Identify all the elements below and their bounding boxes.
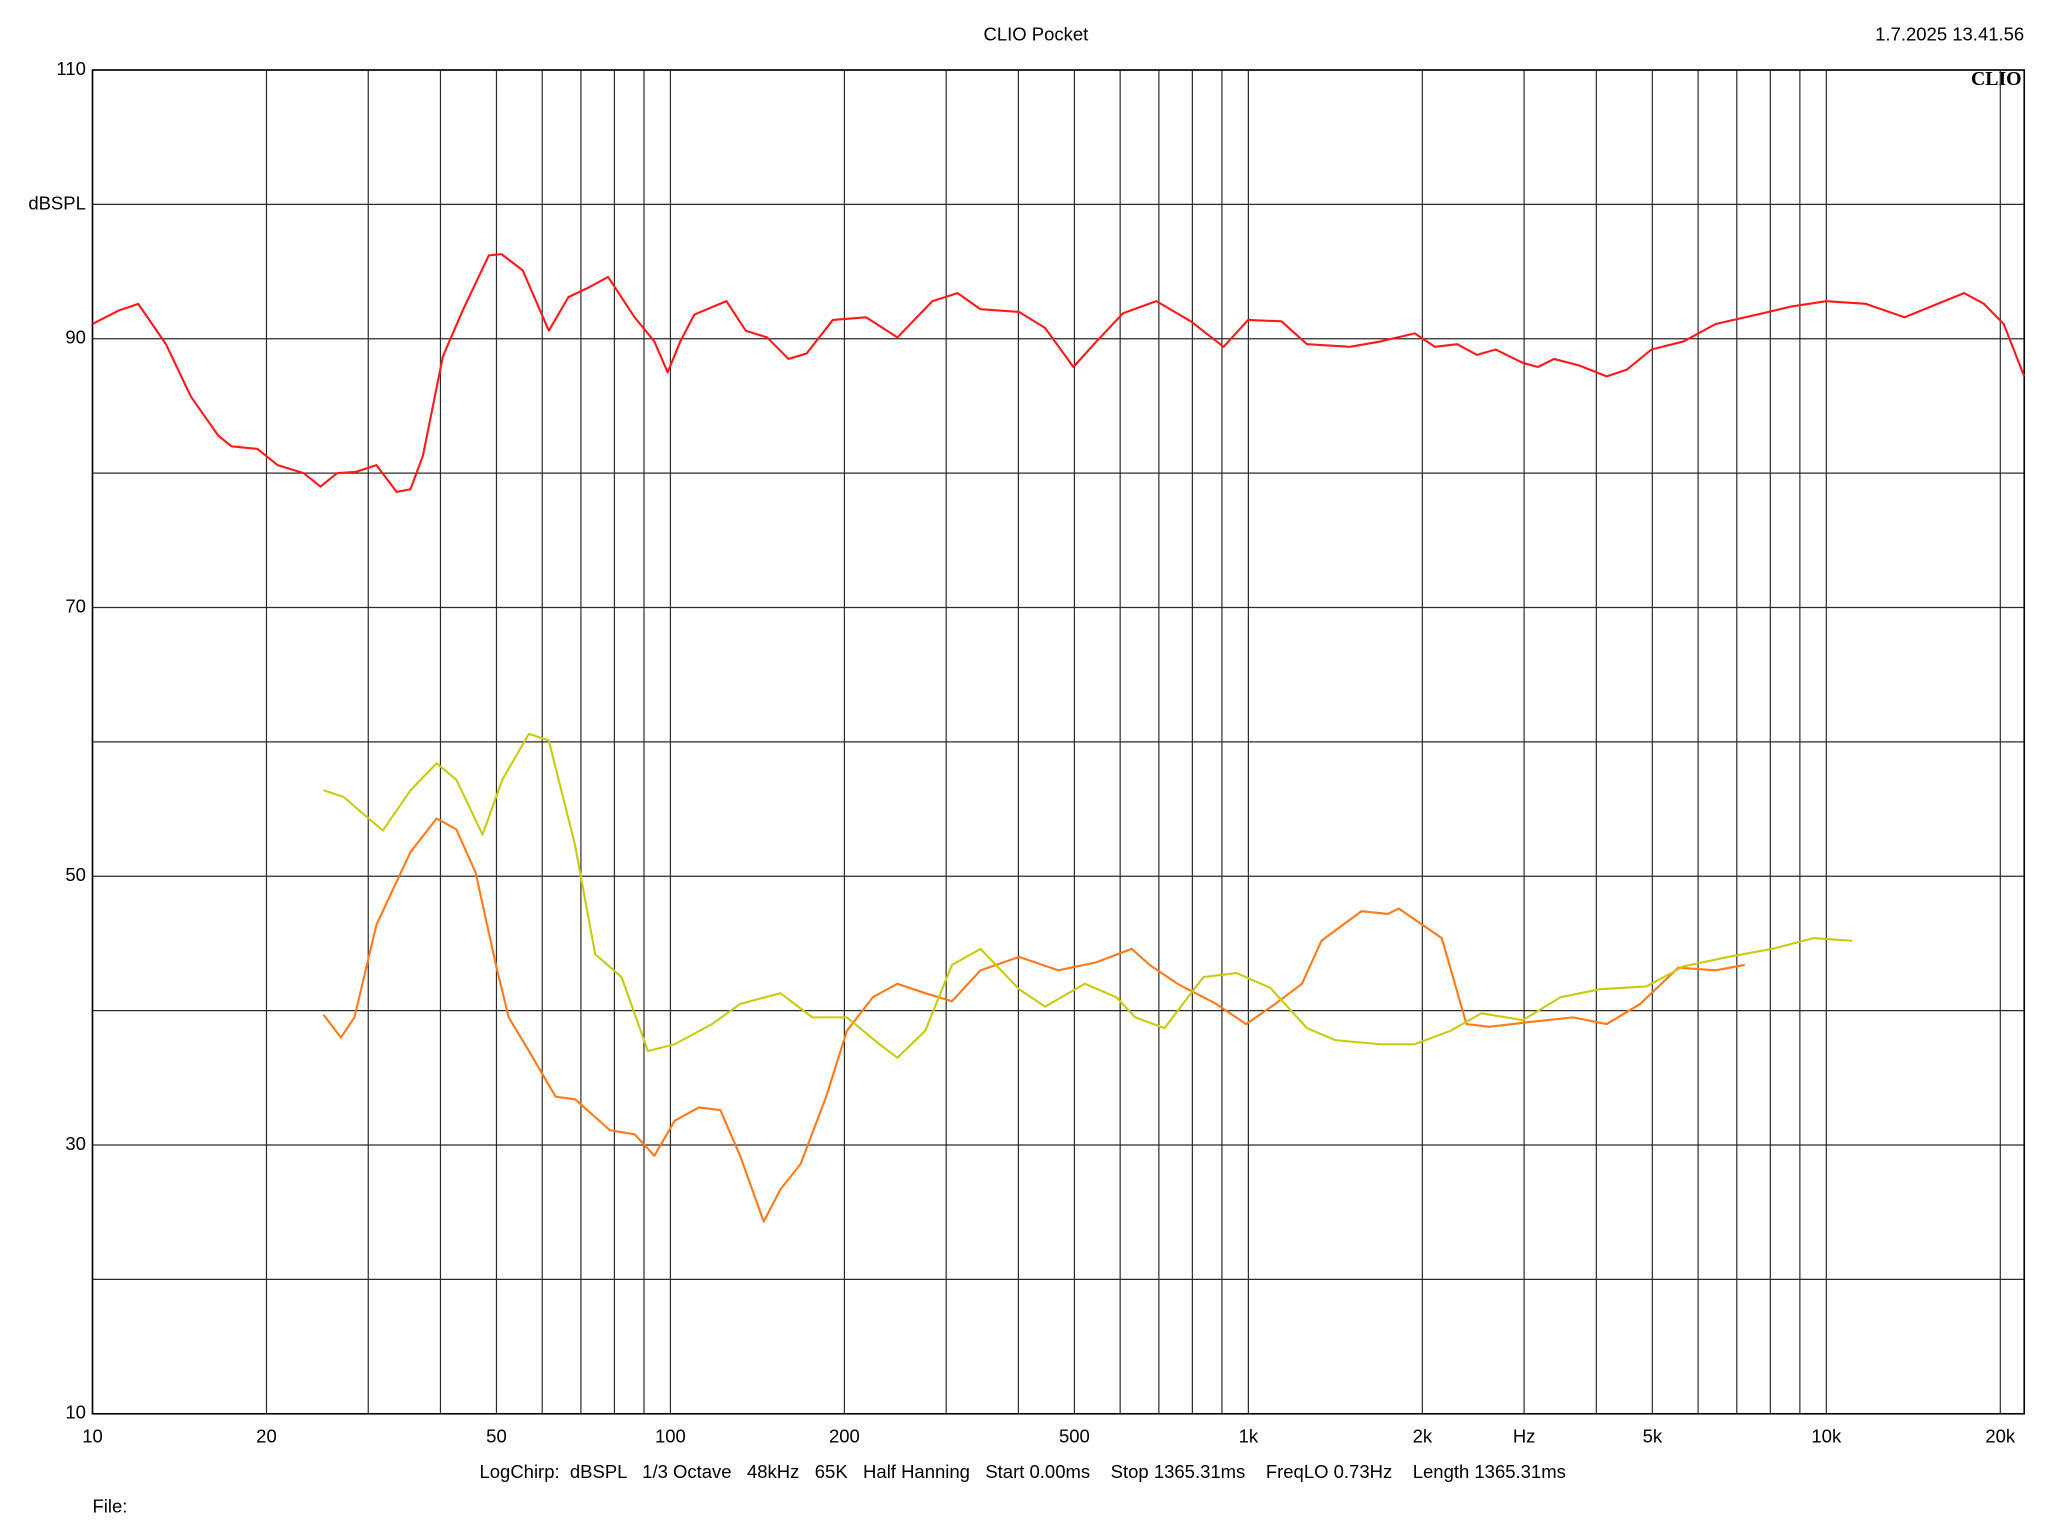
x-tick-label: 5k [1643,1425,1663,1446]
y-tick-label: 50 [65,864,86,885]
x-tick-label: 100 [655,1425,686,1446]
x-tick-label: 10k [1811,1425,1842,1446]
y-tick-label: 90 [65,327,86,348]
response-line [92,253,2026,494]
y-tick-label: 10 [65,1402,86,1423]
x-tick-label: 200 [829,1425,860,1446]
footer: LogChirp: dBSPL 1/3 Octave 48kHz 65K Hal… [479,1461,1565,1482]
x-tick-label: 20 [256,1425,277,1446]
y-tick-label: 110 [56,58,85,79]
x-tick-label: 20k [1985,1425,2016,1446]
y-tick-label: dBSPL [28,192,86,213]
response-line [323,732,1853,1059]
x-tick-label: 500 [1059,1425,1090,1446]
chart-title: CLIO Pocket [983,24,1088,45]
file-label: File: [92,1495,127,1516]
x-tick-label: 2k [1413,1425,1433,1446]
x-tick-label: 50 [486,1425,507,1446]
y-tick-label: 70 [65,595,86,616]
logo: CLIO [1971,68,2022,90]
response-line [322,817,1745,1223]
x-tick-label: Hz [1513,1425,1536,1446]
y-tick-label: 30 [65,1133,86,1154]
x-tick-label: 1k [1239,1425,1259,1446]
x-tick-label: 10 [82,1425,103,1446]
timestamp: 1.7.2025 13.41.56 [1875,24,2024,45]
plot-frame [91,69,2026,1415]
